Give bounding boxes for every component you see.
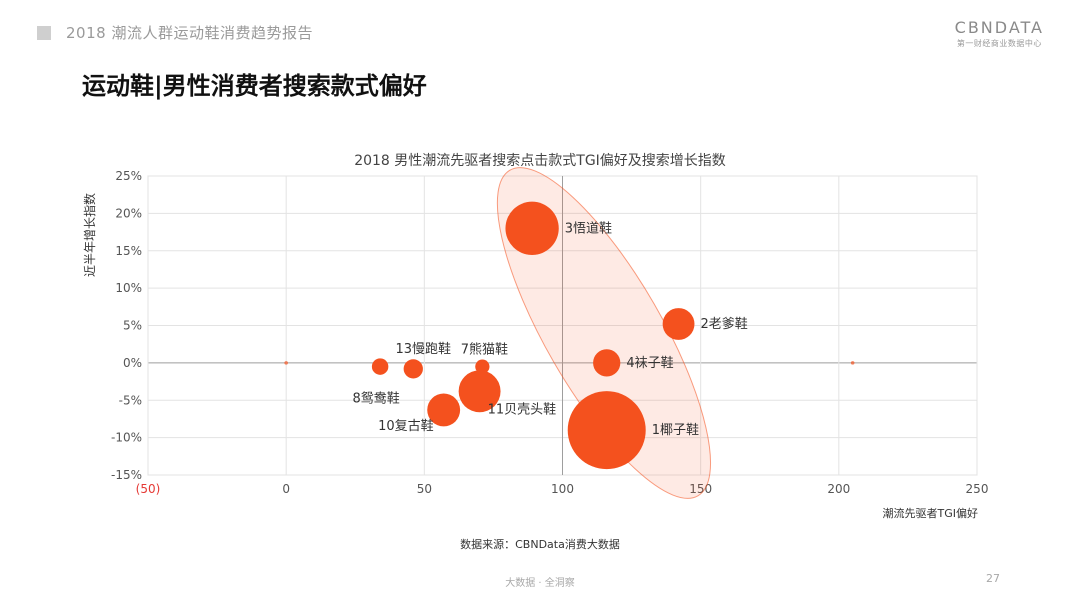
bubble-label: 2老爹鞋 [700,316,747,332]
y-tick-label: -10% [111,431,142,445]
y-tick-label: -15% [111,468,142,482]
brand-logo: CBNDATA 第一财经商业数据中心 [955,18,1044,49]
bubble-point [458,370,501,413]
bubble-label: 4袜子鞋 [626,355,673,371]
bubble-point [505,201,559,255]
bubble-point [593,349,621,377]
y-tick-label: 10% [115,281,142,295]
page-title: 运动鞋|男性消费者搜索款式偏好 [82,72,427,100]
y-tick-label: -5% [119,393,142,407]
brand-name: CBNDATA [954,18,1044,37]
brand-subtitle: 第一财经商业数据中心 [956,39,1042,48]
x-axis-label: 潮流先驱者TGI偏好 [883,506,979,520]
x-tick-label: (50) [136,482,161,496]
bubble-point [427,393,461,427]
bubble-label: 11贝壳头鞋 [488,401,557,417]
bubble-point [662,308,695,340]
x-tick-label: 250 [966,482,989,496]
bubble-label: 7熊猫鞋 [461,341,508,357]
bubble-label: 3悟道鞋 [565,220,612,236]
bubble-point [567,391,646,470]
x-tick-label: 200 [827,482,850,496]
footer-tagline: 大数据 · 全洞察 [505,578,575,589]
bubble-label: 10复古鞋 [378,418,434,434]
bubble-label: 1椰子鞋 [652,422,699,438]
header-square-icon [37,26,51,40]
x-tick-label: 0 [282,482,290,496]
page-number: 27 [986,572,1000,585]
source-note: 数据来源：CBNData消费大数据 [460,538,620,551]
reference-dot [850,361,855,365]
plot-layer: 25%20%15%10%5%0%-5%-10%-15%(50) 0 50 100 150… [111,167,989,499]
y-tick-label: 20% [115,206,142,220]
bubble-label: 13慢跑鞋 [396,341,452,357]
x-tick-label: 100 [551,482,574,496]
highlight-ellipse [496,167,712,499]
y-tick-label: 25% [115,169,142,183]
chart-title: 2018 男性潮流先驱者搜索点击款式TGI偏好及搜索增长指数 [354,152,726,169]
bubble-point [403,359,423,379]
bubble-label: 8鸳鸯鞋 [352,391,399,407]
x-tick-label: 50 [417,482,432,496]
reference-dot [284,361,288,365]
y-tick-label: 0% [123,356,142,370]
y-tick-label: 5% [123,319,142,333]
bubble-point [475,359,490,374]
report-title: 2018 潮流人群运动鞋消费趋势报告 [66,24,313,42]
y-tick-label: 15% [115,244,142,258]
y-axis-label: 近半年增长指数 [82,193,97,277]
bubble-point [371,358,389,375]
